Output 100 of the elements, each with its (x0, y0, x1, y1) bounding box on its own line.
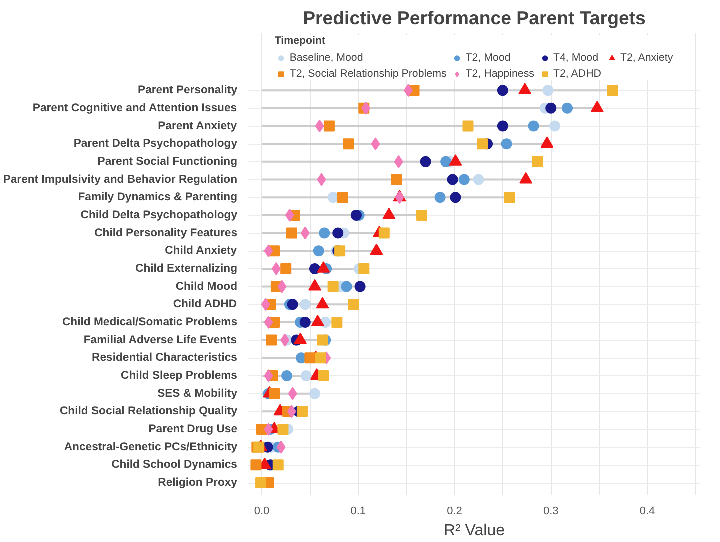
y-tick-label: Child Externalizing (136, 262, 238, 275)
point (501, 138, 512, 150)
point (269, 388, 280, 400)
point (317, 173, 326, 186)
point (337, 192, 348, 204)
point (310, 263, 320, 274)
point (440, 156, 452, 168)
point (264, 369, 274, 382)
y-tick-label: SES & Mobility (158, 388, 238, 400)
point (362, 102, 371, 115)
point (332, 316, 343, 328)
point (304, 352, 316, 364)
point (276, 440, 286, 454)
point (328, 192, 339, 204)
point (378, 228, 390, 239)
y-tick-label: Child Social Relationship Quality (60, 406, 238, 418)
point (546, 102, 557, 114)
x-tick-label: 0.3 (543, 506, 559, 518)
point (282, 370, 293, 382)
point (434, 192, 446, 204)
y-tick-label: Parent Drug Use (148, 424, 238, 436)
y-tick-label: Parent Impulsivity and Behavior Regulation (3, 174, 238, 186)
x-tick-label: 0.2 (447, 506, 462, 518)
point (287, 405, 296, 418)
y-tick-label: Child School Dynamics (112, 459, 238, 472)
point (261, 298, 270, 312)
point (528, 120, 540, 132)
point (288, 387, 298, 400)
point (272, 262, 281, 276)
point (549, 120, 560, 132)
legend-title: Timepoint (274, 35, 327, 47)
point (300, 299, 311, 310)
point (450, 192, 462, 204)
point (319, 228, 330, 239)
point (562, 102, 573, 114)
point (286, 228, 298, 239)
y-tick-label: Familial Adverse Life Events (84, 334, 238, 346)
y-tick-label: Child Anxiety (165, 245, 238, 258)
x-tick-label: 0.0 (254, 506, 270, 518)
y-tick-label: Child Delta Psychopathology (80, 209, 238, 222)
point (315, 120, 324, 133)
point (264, 244, 274, 258)
point (300, 370, 312, 382)
point (278, 280, 287, 294)
point (477, 138, 488, 150)
point (350, 210, 362, 221)
point (318, 370, 330, 382)
point (328, 281, 339, 292)
y-tick-label: Parent Personality (138, 84, 238, 97)
point (404, 84, 413, 98)
point (310, 388, 320, 400)
point (348, 299, 360, 310)
legend-label: Baseline, Mood (290, 52, 364, 64)
point (332, 228, 344, 239)
point (266, 334, 278, 346)
legend-label: T2, Happiness (466, 68, 534, 80)
y-tick-label: Child ADHD (173, 298, 238, 311)
point (458, 174, 470, 186)
point (287, 299, 298, 310)
legend-label: T2, Mood (466, 52, 511, 64)
point (371, 138, 380, 151)
point (264, 316, 274, 329)
point (315, 352, 326, 364)
point (358, 263, 370, 274)
y-tick-label: Ancestral-Genetic PCs/Ethnicity (64, 441, 238, 454)
y-tick-label: Child Medical/Somatic Problems (62, 316, 238, 328)
point (280, 334, 290, 347)
legend-label: T2, ADHD (554, 68, 602, 80)
y-tick-label: Parent Cognitive and Attention Issues (32, 102, 238, 114)
legend-label: T2, Anxiety (620, 52, 674, 64)
y-tick-label: Family Dynamics & Parenting (78, 192, 238, 204)
point (300, 316, 311, 328)
point (296, 406, 308, 418)
point (420, 156, 432, 168)
point (280, 263, 292, 274)
point (300, 226, 310, 240)
y-tick-label: Parent Anxiety (158, 120, 238, 132)
point (250, 460, 262, 471)
point (447, 174, 458, 186)
x-axis-title: R² Value (444, 522, 506, 540)
point (324, 120, 335, 132)
point (341, 281, 352, 292)
x-tick-label: 0.4 (640, 506, 656, 518)
y-tick-label: Child Mood (176, 280, 238, 293)
legend-label: T4, Mood (554, 52, 599, 64)
point (504, 192, 516, 204)
point (285, 208, 294, 222)
y-tick-label: Child Personality Features (94, 227, 238, 240)
point (313, 246, 324, 257)
legend-label: T2, Social Relationship Problems (290, 68, 447, 80)
y-tick-label: Religion Proxy (158, 477, 238, 490)
x-tick-label: 0.1 (350, 506, 366, 518)
point (278, 424, 289, 435)
point (395, 191, 404, 204)
point (354, 281, 366, 292)
point (264, 423, 274, 436)
point (416, 210, 428, 221)
y-tick-label: Child Sleep Problems (121, 370, 238, 382)
point (497, 85, 508, 96)
chart-title: Predictive Performance Parent Targets (303, 8, 646, 28)
